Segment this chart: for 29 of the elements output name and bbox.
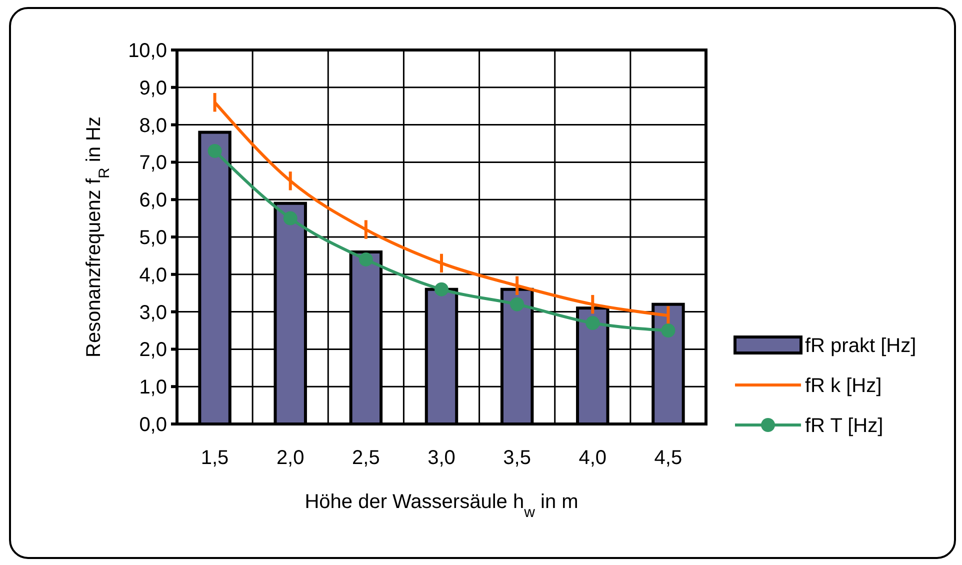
x-tick-label: 4,5	[654, 447, 682, 469]
y-tick-label: 6,0	[139, 190, 167, 212]
y-tick-label: 2,0	[139, 339, 167, 362]
point	[283, 211, 298, 226]
y-tick-label: 0,0	[139, 414, 167, 436]
y-tick-label: 1,0	[139, 376, 167, 399]
x-tick-label: 3,0	[428, 447, 456, 469]
x-tick-label: 4,0	[578, 447, 607, 469]
legend-label: fR T [Hz]	[805, 415, 884, 437]
y-tick-label: 10,0	[128, 40, 167, 62]
y-tick-label: 5,0	[139, 227, 167, 249]
y-tick-label: 9,0	[139, 77, 167, 100]
y-tick-label: 7,0	[139, 152, 167, 174]
point	[510, 297, 524, 312]
x-axis-title: Höhe der Wassersäule h$_{w}$ in m	[304, 491, 578, 520]
x-tick-label: 2,5	[352, 447, 380, 469]
x-tick-label: 3,5	[503, 447, 531, 469]
y-tick-label: 8,0	[139, 114, 167, 137]
x-tick-label: 1,5	[200, 447, 229, 469]
point	[208, 144, 222, 158]
y-tick-label: 4,0	[139, 264, 167, 286]
legend-label: fR prakt [Hz]	[805, 335, 916, 357]
point	[434, 282, 448, 296]
y-tick-label: 3,0	[139, 302, 167, 324]
x-tick-label: 2,0	[276, 447, 304, 469]
point	[586, 316, 600, 330]
legend-label: fR k [Hz]	[805, 375, 882, 397]
point	[661, 324, 676, 338]
point	[358, 252, 373, 266]
